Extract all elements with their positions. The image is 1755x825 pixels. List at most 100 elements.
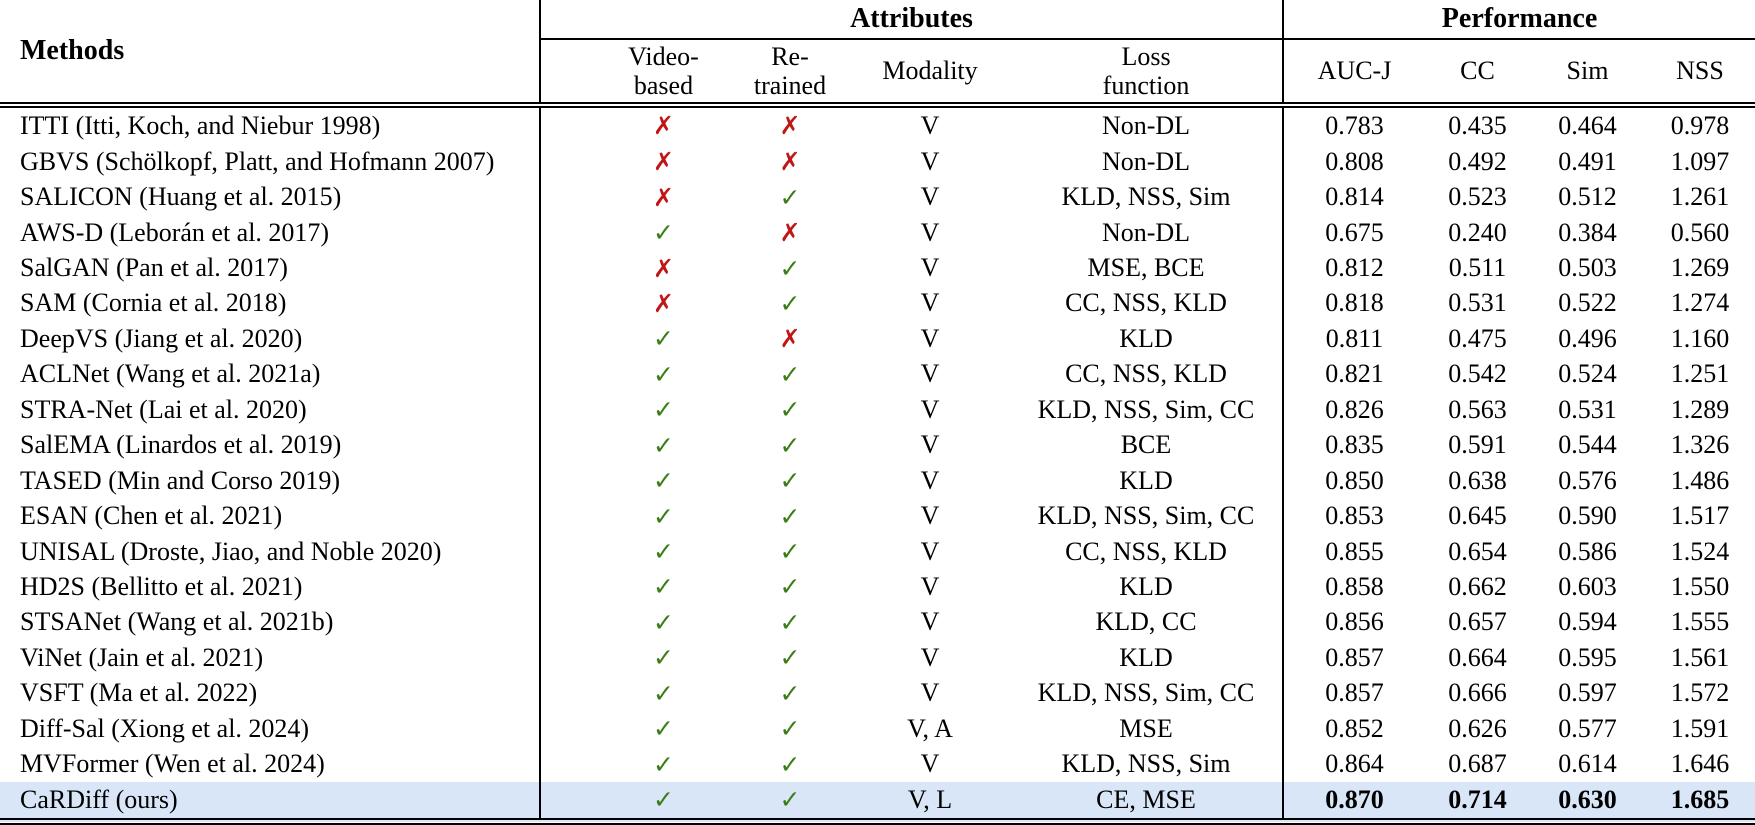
- loss-function-value: BCE: [1120, 430, 1172, 460]
- method-name: CaRDiff (ours): [0, 781, 540, 825]
- nss-value: 1.550: [1670, 571, 1730, 601]
- auc-j-value: 0.850: [1282, 462, 1425, 499]
- cc-value: 0.664: [1448, 642, 1507, 672]
- modality-value: V: [920, 217, 940, 247]
- nss-value: 1.561: [1670, 642, 1730, 672]
- video-based-mark: ✓: [539, 781, 730, 825]
- auc-j-value: 0.811: [1282, 321, 1425, 357]
- nss-value: 1.097: [1670, 146, 1730, 176]
- video-based-mark: ✓: [539, 498, 730, 534]
- video-based-mark: ✓: [539, 462, 730, 499]
- re-trained-mark: ✓: [779, 749, 801, 779]
- nss-value: 1.646: [1670, 749, 1730, 779]
- auc-j-value: 0.821: [1282, 356, 1425, 393]
- nss-value: 1.251: [1670, 359, 1730, 389]
- nss-value: 1.555: [1670, 607, 1730, 637]
- sim-value: 0.603: [1558, 571, 1617, 601]
- modality-value: V: [920, 323, 940, 353]
- modality-value: V: [920, 642, 940, 672]
- auc-j-value: 0.783: [1282, 105, 1425, 144]
- cc-value: 0.492: [1448, 146, 1507, 176]
- auc-j-value: 0.852: [1282, 710, 1425, 747]
- video-based-mark: ✓: [539, 710, 730, 747]
- video-based-mark: ✗: [539, 250, 730, 286]
- modality-value: V: [920, 465, 940, 495]
- nss-value: 1.160: [1670, 323, 1730, 353]
- modality-value: V: [920, 678, 940, 708]
- loss-function-value: KLD, NSS, Sim: [1061, 182, 1231, 212]
- sim-value: 0.524: [1558, 359, 1617, 389]
- modality-column-header: Modality: [850, 39, 1010, 108]
- loss-function-value: MSE, BCE: [1087, 253, 1205, 283]
- nss-column-header: NSS: [1645, 39, 1755, 108]
- sim-value: 0.503: [1558, 253, 1617, 283]
- sim-value: 0.531: [1558, 394, 1617, 424]
- table-row: UNISAL (Droste, Jiao, and Noble 2020) ✓ …: [0, 533, 1755, 570]
- video-based-mark: ✓: [539, 356, 730, 393]
- video-based-column-header: Video-based: [539, 39, 730, 108]
- auc-j-column-header: AUC-J: [1282, 39, 1425, 108]
- auc-j-value: 0.857: [1282, 640, 1425, 676]
- method-name: Diff-Sal (Xiong et al. 2024): [20, 713, 310, 743]
- re-trained-mark: ✓: [779, 572, 801, 602]
- cc-value: 0.687: [1448, 749, 1507, 779]
- loss-function-value: KLD, NSS, Sim, CC: [1037, 501, 1255, 531]
- sim-value: 0.384: [1558, 217, 1617, 247]
- method-name: STSANet (Wang et al. 2021b): [20, 607, 334, 637]
- sim-value: 0.614: [1558, 749, 1617, 779]
- modality-value: V: [920, 749, 940, 779]
- nss-value: 1.261: [1670, 182, 1730, 212]
- auc-j-value: 0.814: [1282, 179, 1425, 215]
- table-row: SalGAN (Pan et al. 2017) ✗ ✓ V MSE, BCE …: [0, 250, 1755, 286]
- sim-value: 0.576: [1558, 465, 1617, 495]
- table-row: ViNet (Jain et al. 2021) ✓ ✓ V KLD 0.857…: [0, 640, 1755, 676]
- re-trained-mark: ✓: [779, 288, 801, 318]
- modality-value: V: [920, 607, 940, 637]
- re-trained-mark: ✓: [779, 395, 801, 425]
- cc-value: 0.563: [1448, 394, 1507, 424]
- video-based-mark: ✓: [539, 604, 730, 641]
- table-row: TASED (Min and Corso 2019) ✓ ✓ V KLD 0.8…: [0, 462, 1755, 499]
- loss-function-value: CC, NSS, KLD: [1065, 536, 1227, 566]
- cc-value: 0.666: [1448, 678, 1507, 708]
- table-row: SAM (Cornia et al. 2018) ✗ ✓ V CC, NSS, …: [0, 285, 1755, 322]
- table-row: STRA-Net (Lai et al. 2020) ✓ ✓ V KLD, NS…: [0, 392, 1755, 428]
- table-row: ESAN (Chen et al. 2021) ✓ ✓ V KLD, NSS, …: [0, 498, 1755, 534]
- modality-value: V: [920, 501, 940, 531]
- sim-value: 0.491: [1558, 146, 1617, 176]
- video-based-mark: ✗: [539, 143, 730, 180]
- cc-value: 0.591: [1448, 430, 1507, 460]
- cc-value: 0.638: [1448, 465, 1507, 495]
- cc-value: 0.523: [1448, 182, 1507, 212]
- table-row: HD2S (Bellitto et al. 2021) ✓ ✓ V KLD 0.…: [0, 569, 1755, 605]
- cc-value: 0.542: [1448, 359, 1507, 389]
- video-based-mark: ✓: [539, 675, 730, 711]
- video-based-mark: ✓: [539, 427, 730, 463]
- modality-value: V: [920, 253, 940, 283]
- loss-function-value: CC, NSS, KLD: [1065, 359, 1227, 389]
- modality-value: V: [920, 110, 940, 140]
- nss-value: 1.326: [1670, 430, 1730, 460]
- re-trained-column-header: Re-trained: [730, 39, 850, 108]
- method-name: SALICON (Huang et al. 2015): [20, 182, 342, 212]
- modality-value: V: [920, 182, 940, 212]
- re-trained-mark: ✓: [779, 714, 801, 744]
- table-row: VSFT (Ma et al. 2022) ✓ ✓ V KLD, NSS, Si…: [0, 675, 1755, 711]
- table-row: Diff-Sal (Xiong et al. 2024) ✓ ✓ V, A MS…: [0, 710, 1755, 747]
- loss-function-value: MSE: [1119, 713, 1173, 743]
- modality-value: V: [920, 394, 940, 424]
- nss-value: 1.517: [1670, 501, 1730, 531]
- table-row: SalEMA (Linardos et al. 2019) ✓ ✓ V BCE …: [0, 427, 1755, 463]
- method-name: TASED (Min and Corso 2019): [20, 465, 341, 495]
- loss-function-value: KLD, NSS, Sim, CC: [1037, 394, 1255, 424]
- cc-value: 0.240: [1448, 217, 1507, 247]
- re-trained-mark: ✓: [779, 182, 801, 212]
- cc-column-header: CC: [1425, 39, 1530, 108]
- auc-j-value: 0.858: [1282, 569, 1425, 605]
- table-row: GBVS (Schölkopf, Platt, and Hofmann 2007…: [0, 143, 1755, 180]
- re-trained-mark: ✓: [779, 359, 801, 389]
- re-trained-mark: ✓: [779, 430, 801, 460]
- re-trained-mark: ✗: [779, 147, 801, 177]
- sim-value: 0.597: [1558, 678, 1617, 708]
- re-trained-mark: ✗: [779, 218, 801, 248]
